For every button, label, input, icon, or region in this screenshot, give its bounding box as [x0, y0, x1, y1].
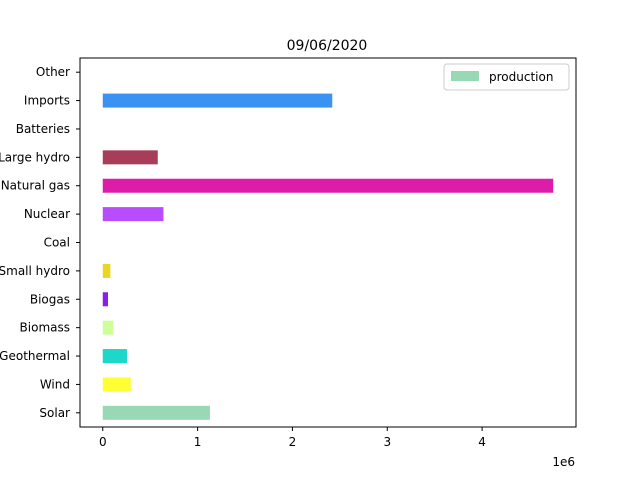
y-tick-label-solar: Solar — [39, 406, 70, 420]
chart-title: 09/06/2020 — [287, 38, 368, 54]
bar-natural-gas — [102, 178, 554, 193]
x-axis-offset-label: 1e6 — [552, 455, 575, 469]
y-tick-label-geothermal: Geothermal — [0, 349, 70, 363]
x-tick-label: 1 — [194, 435, 202, 449]
x-tick-label: 3 — [383, 435, 391, 449]
y-tick-label-small-hydro: Small hydro — [0, 264, 70, 278]
x-tick-label: 4 — [478, 435, 486, 449]
legend: production — [443, 63, 570, 91]
bar-wind — [102, 377, 131, 392]
x-tick-label: 2 — [289, 435, 297, 449]
legend-box — [443, 63, 570, 91]
x-axis-ticks: 0 1 2 3 4 — [99, 427, 486, 449]
y-tick-label-nuclear: Nuclear — [24, 207, 70, 221]
y-tick-label-coal: Coal — [44, 236, 70, 250]
bars — [102, 93, 554, 420]
bar-small-hydro — [102, 263, 111, 278]
bar-nuclear — [102, 207, 164, 222]
legend-label-production: production — [489, 70, 553, 84]
bar-geothermal — [102, 349, 127, 364]
bar-imports — [102, 93, 333, 108]
x-tick-label: 0 — [99, 435, 107, 449]
y-tick-label-imports: Imports — [24, 94, 70, 108]
y-axis-ticks: Solar Wind Geothermal Biomass Biogas Small hy… — [0, 65, 80, 420]
y-tick-label-wind: Wind — [40, 377, 70, 391]
y-tick-label-biogas: Biogas — [30, 292, 70, 306]
bar-solar — [102, 405, 210, 420]
plot-frame — [79, 57, 577, 428]
y-tick-label-natural-gas: Natural gas — [1, 179, 70, 193]
bar-large-hydro — [102, 150, 158, 165]
bar-biogas — [102, 292, 108, 307]
y-tick-label-large-hydro: Large hydro — [0, 150, 70, 164]
y-tick-label-other: Other — [36, 65, 70, 79]
bar-biomass — [102, 320, 114, 335]
y-tick-label-batteries: Batteries — [16, 122, 70, 136]
legend-swatch — [451, 71, 479, 81]
y-tick-label-biomass: Biomass — [20, 321, 70, 335]
